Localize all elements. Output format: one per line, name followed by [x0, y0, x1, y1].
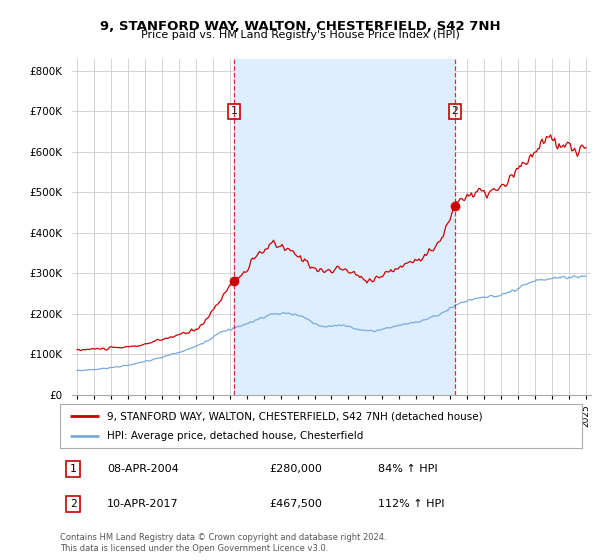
Text: 1: 1 — [70, 464, 76, 474]
Text: 1: 1 — [231, 106, 238, 116]
Text: 2: 2 — [451, 106, 458, 116]
Text: £280,000: £280,000 — [269, 464, 322, 474]
Text: 10-APR-2017: 10-APR-2017 — [107, 499, 179, 509]
Text: 9, STANFORD WAY, WALTON, CHESTERFIELD, S42 7NH (detached house): 9, STANFORD WAY, WALTON, CHESTERFIELD, S… — [107, 411, 482, 421]
Text: HPI: Average price, detached house, Chesterfield: HPI: Average price, detached house, Ches… — [107, 431, 364, 441]
Text: 2: 2 — [70, 499, 76, 509]
Bar — [235, 59, 455, 395]
Text: 112% ↑ HPI: 112% ↑ HPI — [379, 499, 445, 509]
Text: Contains HM Land Registry data © Crown copyright and database right 2024.
This d: Contains HM Land Registry data © Crown c… — [60, 533, 386, 553]
Text: 9, STANFORD WAY, WALTON, CHESTERFIELD, S42 7NH: 9, STANFORD WAY, WALTON, CHESTERFIELD, S… — [100, 20, 500, 32]
Text: 08-APR-2004: 08-APR-2004 — [107, 464, 179, 474]
Text: £467,500: £467,500 — [269, 499, 322, 509]
Text: 84% ↑ HPI: 84% ↑ HPI — [379, 464, 438, 474]
Text: Price paid vs. HM Land Registry's House Price Index (HPI): Price paid vs. HM Land Registry's House … — [140, 30, 460, 40]
